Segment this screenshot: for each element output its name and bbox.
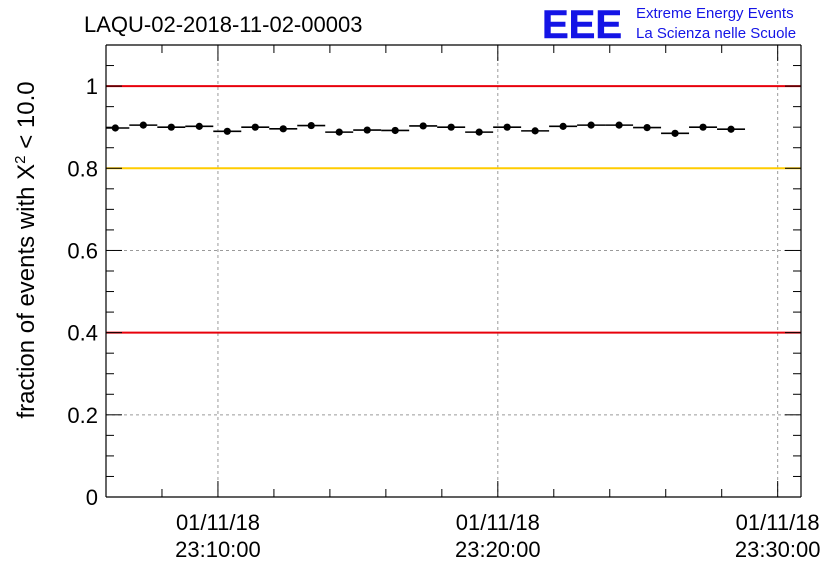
eee-logo: EEE Extreme Energy Events La Scienza nel… bbox=[542, 3, 796, 48]
logo-letters: EEE bbox=[542, 3, 622, 47]
point-marker bbox=[363, 126, 371, 134]
data-point bbox=[577, 121, 606, 129]
y-tick-label: 0.2 bbox=[67, 403, 98, 428]
data-point bbox=[185, 122, 214, 130]
x-tick-label-date: 01/11/18 bbox=[736, 510, 820, 535]
data-point bbox=[465, 128, 494, 136]
data-point bbox=[689, 123, 718, 131]
point-marker bbox=[391, 126, 399, 135]
y-tick-label: 0.6 bbox=[67, 238, 98, 263]
point-marker bbox=[643, 123, 651, 132]
data-point bbox=[409, 122, 438, 130]
point-marker bbox=[699, 123, 707, 131]
point-marker bbox=[139, 121, 147, 129]
x-tick-label-time: 23:10:00 bbox=[175, 537, 261, 562]
data-series bbox=[106, 121, 746, 137]
data-point bbox=[325, 128, 354, 136]
data-point bbox=[717, 125, 746, 133]
point-marker bbox=[615, 121, 623, 129]
point-marker bbox=[335, 128, 343, 136]
point-marker bbox=[223, 127, 231, 135]
data-point bbox=[297, 121, 326, 130]
logo-line-2: La Scienza nelle Scuole bbox=[636, 25, 796, 42]
y-tick-label: 0 bbox=[86, 485, 98, 510]
x-tick-label-date: 01/11/18 bbox=[456, 510, 540, 535]
point-marker bbox=[167, 123, 175, 131]
data-point bbox=[269, 125, 298, 133]
grid-lines bbox=[106, 45, 801, 497]
point-marker bbox=[447, 123, 455, 131]
x-tick-label-time: 23:20:00 bbox=[455, 537, 541, 562]
data-point bbox=[549, 122, 578, 130]
point-marker bbox=[251, 123, 259, 131]
y-tick-label: 0.8 bbox=[67, 156, 98, 181]
data-point bbox=[213, 127, 242, 135]
data-point bbox=[106, 124, 130, 132]
data-point bbox=[493, 123, 522, 131]
point-marker bbox=[503, 123, 511, 131]
data-point bbox=[437, 123, 466, 131]
y-tick-label: 0.4 bbox=[67, 321, 98, 346]
data-point bbox=[633, 123, 662, 132]
reference-lines bbox=[106, 85, 801, 334]
data-point bbox=[157, 123, 186, 131]
x-tick-label-date: 01/11/18 bbox=[176, 510, 260, 535]
point-marker bbox=[475, 128, 483, 136]
chart-title: LAQU-02-2018-11-02-00003 bbox=[84, 12, 362, 37]
y-tick-label: 1 bbox=[86, 74, 98, 99]
data-point bbox=[381, 126, 410, 135]
point-marker bbox=[195, 122, 203, 130]
axes bbox=[105, 44, 802, 498]
data-point bbox=[605, 121, 634, 129]
point-marker bbox=[531, 127, 539, 135]
point-marker bbox=[727, 125, 735, 133]
point-marker bbox=[587, 121, 595, 129]
point-marker bbox=[671, 129, 679, 137]
data-point bbox=[661, 129, 690, 137]
tick-labels: 00.20.40.60.8101/11/1823:10:0001/11/1823… bbox=[67, 74, 820, 562]
point-marker bbox=[559, 122, 567, 130]
logo-line-1: Extreme Energy Events bbox=[636, 5, 794, 22]
point-marker bbox=[419, 122, 427, 130]
data-point bbox=[521, 127, 550, 135]
y-axis-label: fraction of events with X2 < 10.0 bbox=[12, 81, 40, 418]
point-marker bbox=[279, 125, 287, 133]
point-marker bbox=[307, 121, 315, 130]
data-point bbox=[241, 123, 270, 131]
point-marker bbox=[111, 124, 119, 132]
data-point bbox=[129, 121, 158, 129]
x-tick-label-time: 23:30:00 bbox=[735, 537, 821, 562]
data-point bbox=[353, 126, 382, 134]
